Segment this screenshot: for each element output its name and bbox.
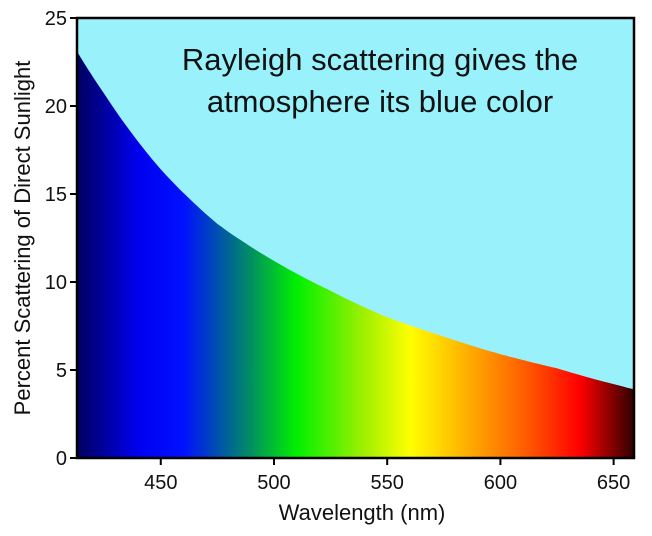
y-tick-label: 5	[56, 360, 67, 382]
y-tick-label: 25	[45, 8, 67, 30]
x-axis: 450 500 550 600 650	[144, 458, 630, 494]
y-tick-label: 15	[45, 184, 67, 206]
y-axis-title: Percent Scattering of Direct Sunlight	[10, 61, 35, 416]
annotation-line-2: atmosphere its blue color	[207, 84, 553, 119]
plot-area	[75, 16, 636, 460]
x-axis-title: Wavelength (nm)	[279, 500, 446, 525]
annotation-line-1: Rayleigh scattering gives the	[182, 42, 578, 77]
x-tick-label: 550	[371, 472, 404, 494]
y-tick-label: 10	[45, 272, 67, 294]
y-axis: 0 5 10 15 20 25	[45, 8, 77, 470]
plot-frame	[75, 16, 636, 460]
x-tick-label: 500	[257, 472, 290, 494]
x-tick-label: 600	[484, 472, 517, 494]
y-tick-label: 20	[45, 96, 67, 118]
scattering-area	[77, 51, 634, 459]
x-tick-label: 650	[597, 472, 630, 494]
x-tick-label: 450	[144, 472, 177, 494]
y-tick-label: 0	[56, 448, 67, 470]
